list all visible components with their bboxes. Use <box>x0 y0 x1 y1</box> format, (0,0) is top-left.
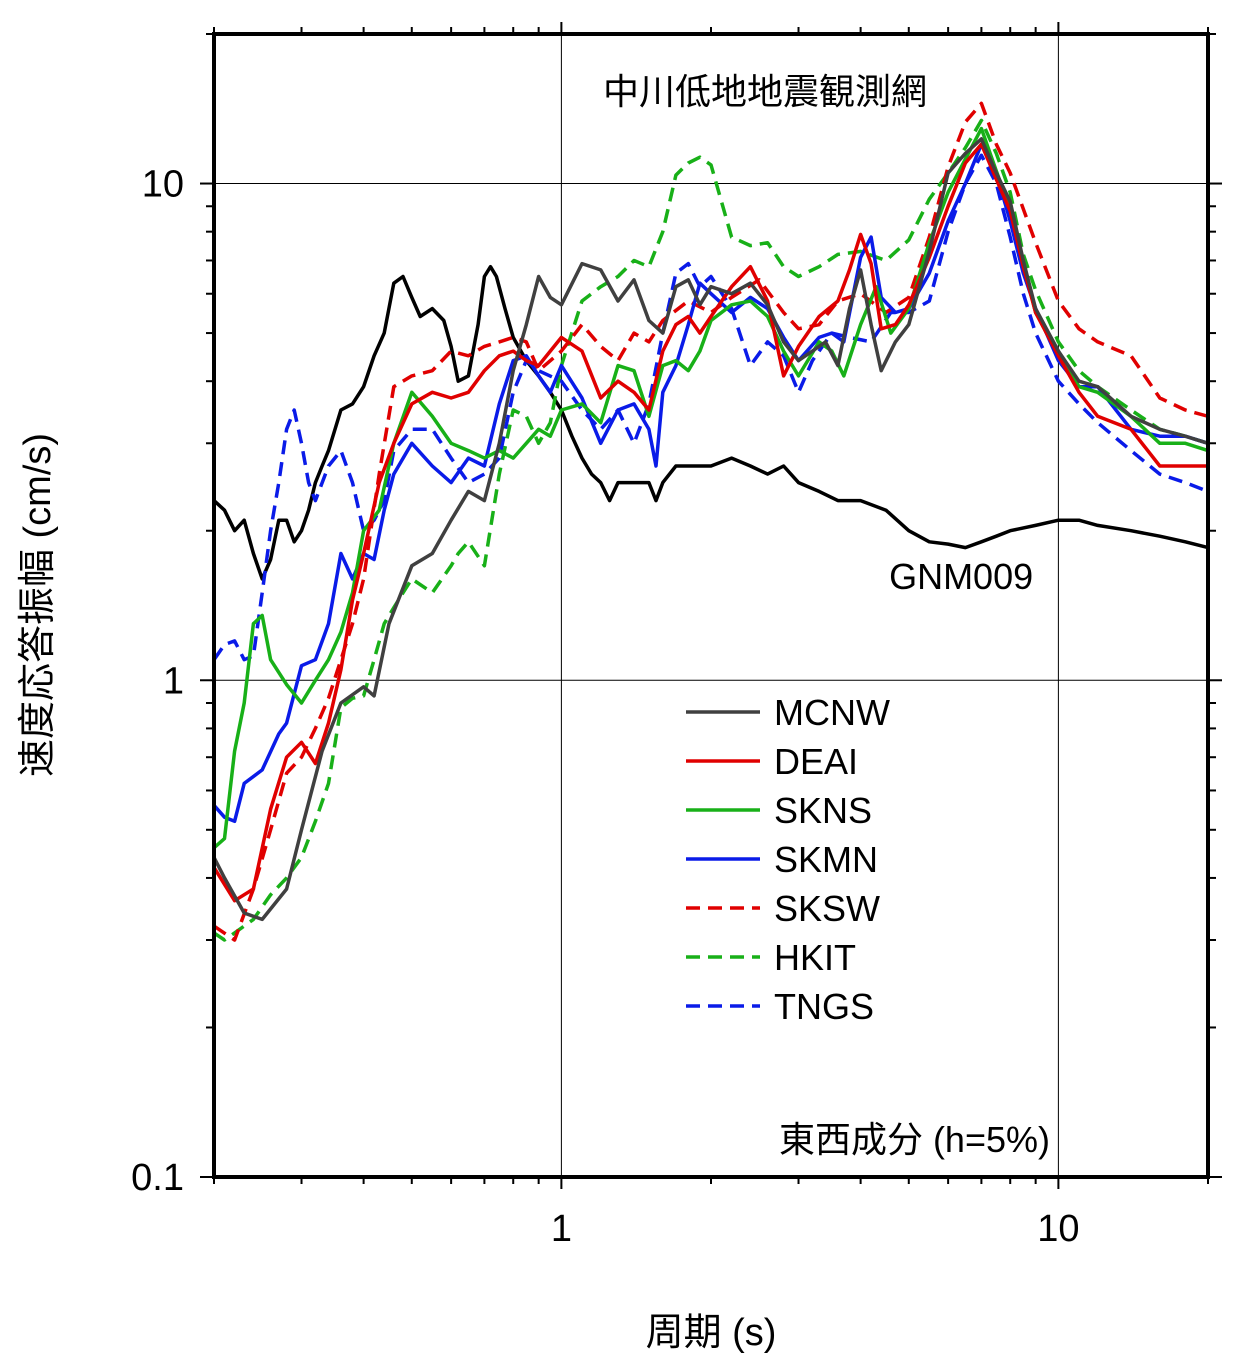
y-axis-title: 速度応答振幅 (cm/s) <box>17 433 59 777</box>
legend-background <box>678 684 926 1030</box>
legend-label-skmn: SKMN <box>774 839 878 880</box>
legend-label-mcnw: MCNW <box>774 692 890 733</box>
series-layer <box>212 101 1210 942</box>
legend: MCNW DEAI SKNS SKMN SKSW HKIT TNGS <box>678 684 926 1030</box>
legend-label-tngs: TNGS <box>774 986 874 1027</box>
legend-label-hkit: HKIT <box>774 937 856 978</box>
curve-labels: GNM009 <box>889 556 1033 597</box>
x-axis-title: 周期 (s) <box>646 1312 777 1354</box>
y-tick-label: 0.1 <box>131 1157 184 1199</box>
y-tick-label: 10 <box>142 164 184 206</box>
curve-label-gnm009: GNM009 <box>889 556 1033 597</box>
legend-label-sksw: SKSW <box>774 888 880 929</box>
series-line-hkit <box>213 118 1209 942</box>
series-line-sksw <box>213 101 1209 942</box>
grid <box>214 34 1208 1177</box>
x-tick-label: 1 <box>551 1208 572 1250</box>
tick-marks <box>200 22 1222 1189</box>
y-tick-label: 1 <box>163 660 184 702</box>
chart-title: 中川低地地震観測網 <box>603 71 927 112</box>
legend-label-deai: DEAI <box>774 741 858 782</box>
legend-label-skns: SKNS <box>774 790 872 831</box>
series-line-tngs <box>212 153 1209 662</box>
x-tick-label: 10 <box>1037 1208 1079 1250</box>
tick-labels: 1 10 0.1 1 10 <box>131 164 1079 1250</box>
series-line-skns <box>212 126 1210 850</box>
component-annotation: 東西成分 (h=5%) <box>779 1119 1050 1160</box>
series-line-mcnw <box>212 137 1210 922</box>
series-line-deai <box>212 142 1210 903</box>
